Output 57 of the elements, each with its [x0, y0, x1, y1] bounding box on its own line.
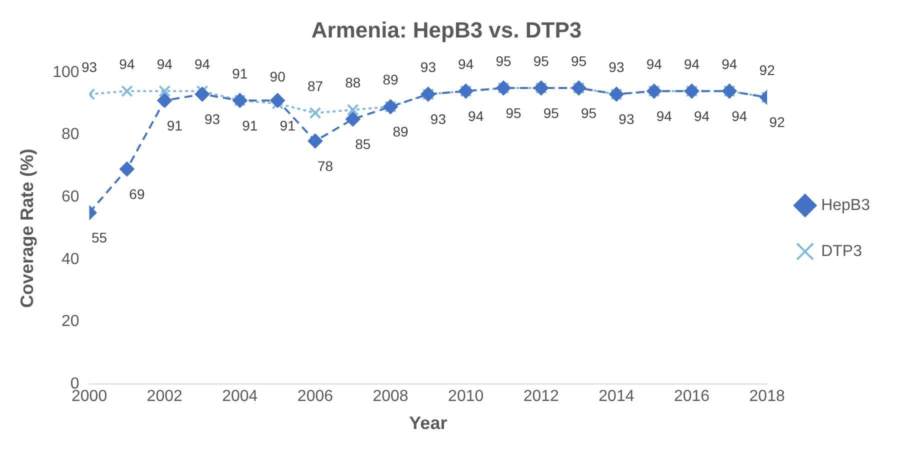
data-label: 95 — [506, 104, 522, 121]
x-tick-label: 2006 — [297, 388, 334, 406]
data-label: 94 — [194, 56, 210, 72]
data-label: 95 — [543, 104, 560, 121]
data-label: 94 — [646, 56, 662, 72]
data-label: 93 — [82, 59, 98, 76]
data-label: 91 — [232, 65, 248, 82]
data-label: 94 — [694, 108, 710, 124]
x-axis-title: Year — [409, 413, 448, 434]
chart-title: Armenia: HepB3 vs. DTP3 — [311, 17, 582, 42]
data-label: 91 — [280, 117, 296, 134]
x-tick-label: 2012 — [523, 388, 560, 406]
data-label: 69 — [129, 186, 145, 202]
data-label: 95 — [496, 52, 512, 69]
data-label: 93 — [204, 111, 220, 128]
data-label: 89 — [382, 72, 399, 88]
data-label: 94 — [684, 56, 700, 72]
data-label: 95 — [581, 104, 597, 121]
data-label: 94 — [468, 108, 484, 124]
data-label: 91 — [166, 117, 183, 134]
data-label: 92 — [769, 114, 786, 130]
data-label: 95 — [571, 52, 587, 69]
data-label: 94 — [732, 108, 748, 124]
data-label: 87 — [307, 78, 324, 94]
y-tick-label: 60 — [62, 188, 80, 206]
x-tick-label: 2016 — [674, 388, 710, 406]
data-label: 85 — [355, 136, 371, 152]
data-label: 90 — [270, 68, 286, 84]
y-tick-label: 80 — [62, 126, 80, 144]
data-label: 55 — [92, 230, 108, 246]
x-tick-label: 2010 — [448, 388, 484, 406]
data-label: 94 — [156, 56, 173, 72]
y-axis-title: Coverage Rate (%) — [16, 148, 37, 308]
data-label: 91 — [242, 117, 258, 134]
data-label: 95 — [533, 52, 550, 69]
x-tick-label: 2004 — [222, 388, 258, 406]
data-label: 89 — [392, 124, 409, 140]
data-label: 93 — [608, 59, 624, 76]
x-tick-label: 2002 — [146, 388, 183, 406]
legend-label: DTP3 — [821, 242, 862, 260]
y-tick-label: 20 — [62, 313, 80, 330]
data-label: 92 — [759, 62, 776, 78]
data-label: 78 — [317, 158, 334, 174]
data-label: 94 — [656, 108, 672, 124]
data-label: 93 — [430, 111, 446, 128]
y-tick-label: 100 — [52, 64, 80, 81]
data-label: 94 — [119, 56, 135, 72]
data-label: 94 — [458, 56, 474, 72]
x-tick-label: 2014 — [598, 388, 634, 406]
data-label: 94 — [722, 56, 738, 72]
legend-label: HepB3 — [821, 196, 870, 214]
y-tick-label: 40 — [62, 250, 80, 268]
data-label: 93 — [618, 111, 634, 128]
x-tick-label: 2008 — [372, 388, 408, 406]
data-label: 88 — [345, 74, 361, 91]
data-label: 93 — [420, 59, 436, 76]
x-tick-label: 2018 — [749, 388, 785, 406]
